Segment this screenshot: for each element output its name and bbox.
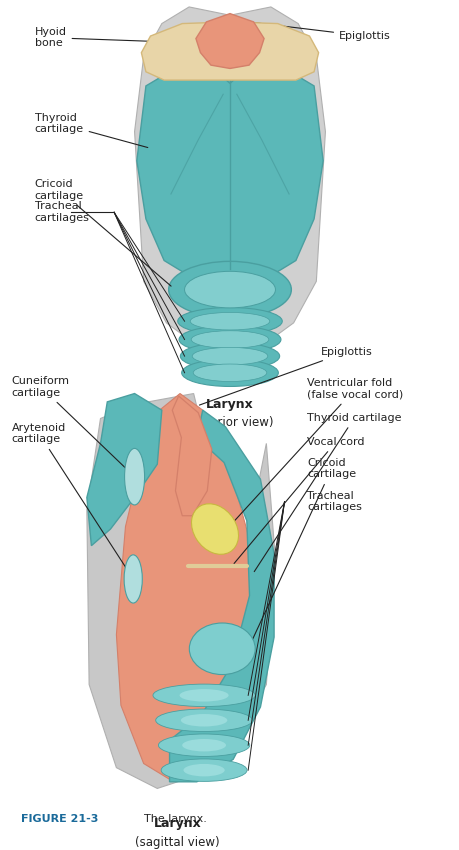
Text: Larynx: Larynx bbox=[206, 398, 253, 411]
Ellipse shape bbox=[168, 261, 291, 318]
Polygon shape bbox=[116, 394, 252, 780]
Polygon shape bbox=[141, 22, 318, 80]
Text: Cuneiform
cartilage: Cuneiform cartilage bbox=[12, 376, 132, 475]
Ellipse shape bbox=[161, 759, 246, 781]
Text: FIGURE 21-3: FIGURE 21-3 bbox=[21, 814, 98, 824]
Text: Hyoid
bone: Hyoid bone bbox=[34, 27, 163, 48]
Text: Larynx: Larynx bbox=[153, 817, 201, 830]
Ellipse shape bbox=[189, 623, 255, 675]
Text: Arytenoid
cartilage: Arytenoid cartilage bbox=[12, 422, 131, 576]
Text: Epiglottis: Epiglottis bbox=[199, 347, 372, 405]
Polygon shape bbox=[136, 69, 323, 280]
Ellipse shape bbox=[191, 331, 268, 348]
Ellipse shape bbox=[191, 504, 238, 554]
Polygon shape bbox=[134, 7, 325, 348]
Ellipse shape bbox=[177, 308, 282, 335]
Ellipse shape bbox=[158, 734, 249, 756]
Text: Epiglottis: Epiglottis bbox=[251, 22, 390, 41]
Ellipse shape bbox=[179, 689, 228, 701]
Text: Cricoid
cartilage: Cricoid cartilage bbox=[249, 457, 356, 646]
Ellipse shape bbox=[155, 709, 252, 732]
Ellipse shape bbox=[182, 739, 225, 751]
Ellipse shape bbox=[124, 555, 142, 603]
Ellipse shape bbox=[193, 364, 266, 382]
Text: Vocal cord: Vocal cord bbox=[234, 437, 364, 564]
Ellipse shape bbox=[184, 271, 275, 308]
Ellipse shape bbox=[179, 326, 280, 354]
Text: (sagittal view): (sagittal view) bbox=[135, 836, 219, 849]
Ellipse shape bbox=[190, 313, 269, 330]
Ellipse shape bbox=[124, 449, 144, 505]
Text: Ventricular fold
(false vocal cord): Ventricular fold (false vocal cord) bbox=[227, 377, 403, 529]
Polygon shape bbox=[172, 396, 211, 516]
Text: Thyroid cartilage: Thyroid cartilage bbox=[254, 412, 401, 571]
Text: Tracheal
cartilages: Tracheal cartilages bbox=[34, 201, 111, 223]
Polygon shape bbox=[196, 14, 263, 69]
Text: (anterior view): (anterior view) bbox=[186, 416, 273, 429]
Ellipse shape bbox=[180, 714, 227, 727]
Ellipse shape bbox=[183, 764, 224, 776]
Polygon shape bbox=[87, 394, 162, 546]
Text: Cricoid
cartilage: Cricoid cartilage bbox=[34, 179, 171, 286]
Polygon shape bbox=[87, 394, 275, 789]
Polygon shape bbox=[169, 411, 274, 782]
Text: Thyroid
cartilage: Thyroid cartilage bbox=[34, 112, 147, 148]
Text: The larynx.: The larynx. bbox=[143, 814, 206, 824]
Ellipse shape bbox=[153, 684, 255, 706]
Ellipse shape bbox=[181, 359, 278, 387]
Ellipse shape bbox=[192, 348, 267, 365]
Ellipse shape bbox=[180, 343, 279, 370]
Text: Tracheal
cartilages: Tracheal cartilages bbox=[287, 490, 361, 513]
